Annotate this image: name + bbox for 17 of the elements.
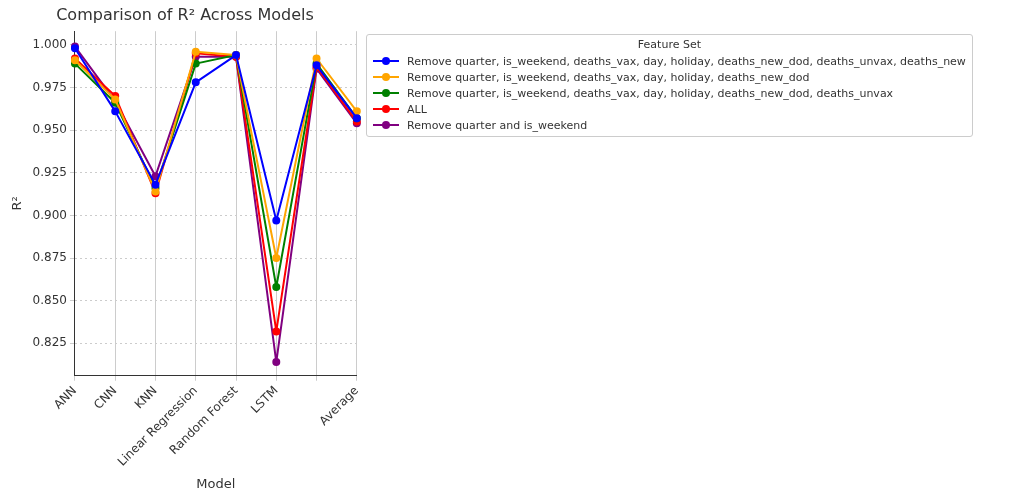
legend-label: Remove quarter, is_weekend, deaths_vax, day, holiday, deaths_new_dod, deaths_unvax [407,86,894,100]
y-tick-label: 0.900 [32,207,67,222]
y-tick-label: 0.825 [32,335,67,350]
legend-title: Feature Set [636,38,702,51]
x-axis-title: Model [196,475,236,491]
y-axis-title: R² [9,196,25,211]
y-tick-label: 0.925 [32,164,67,179]
y-tick-label: 0.875 [32,250,67,265]
y-tick-label: 0.950 [32,122,67,137]
legend-label: Remove quarter and is_weekend [407,118,588,132]
legend-label: Remove quarter, is_weekend, deaths_vax, day, holiday, deaths_new_dod [407,70,810,84]
legend-label: ALL [407,102,427,116]
y-tick-label: 0.975 [32,79,67,94]
chart-title: Comparison of R² Across Models [56,4,314,24]
y-tick-label: 1.000 [32,36,67,51]
legend-label: Remove quarter, is_weekend, deaths_vax, day, holiday, deaths_new_dod, deaths_unvax, deaths_new [407,54,966,68]
y-tick-label: 0.850 [32,292,67,307]
